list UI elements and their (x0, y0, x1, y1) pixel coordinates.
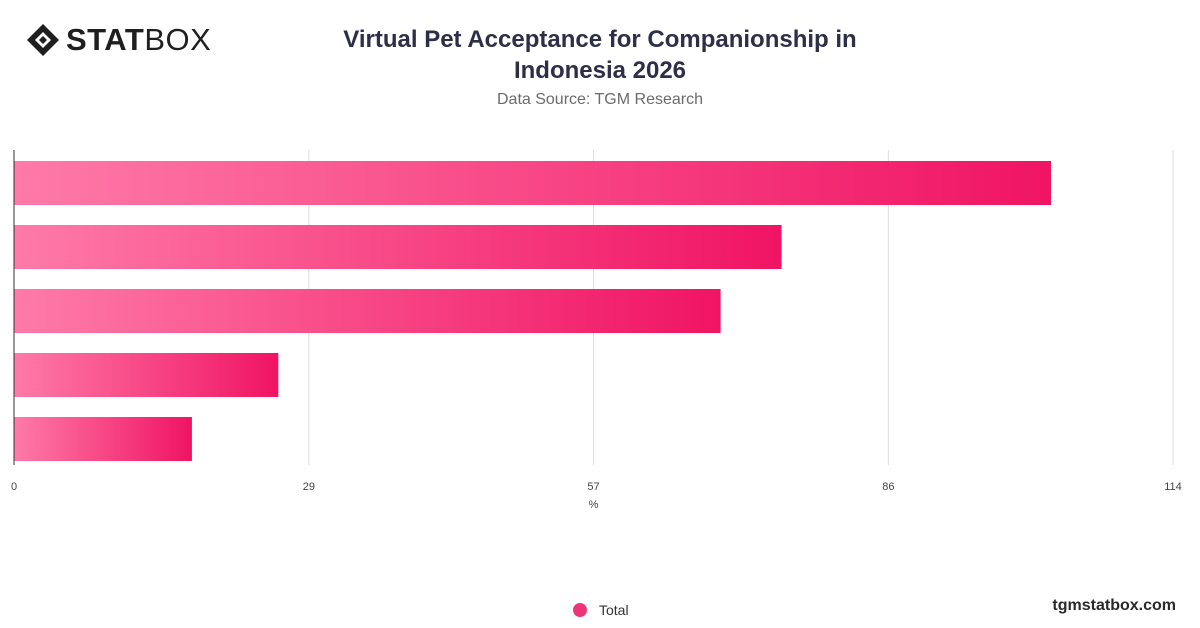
diamond-logo-icon (27, 24, 59, 56)
x-tick-label: 0 (11, 481, 17, 493)
chart-title-line-1: Virtual Pet Acceptance for Companionship… (343, 26, 857, 53)
site-url[interactable]: tgmstatbox.com (1052, 597, 1176, 614)
bars (14, 161, 1051, 461)
bar-chart: 0 29 57 86 114 % (11, 150, 1182, 511)
bar[interactable] (14, 417, 192, 461)
bar[interactable] (14, 161, 1051, 205)
data-source: Data Source: TGM Research (496, 91, 703, 108)
chart-title-line-2: Indonesia 2026 (513, 57, 687, 84)
x-axis-ticks: 0 29 57 86 114 (11, 481, 1182, 493)
logo-bold-text: STAT (66, 22, 145, 57)
legend-swatch-total (573, 603, 587, 617)
x-tick-label: 57 (587, 481, 599, 493)
logo-light-text: BOX (144, 22, 212, 57)
statbox-logo[interactable]: STATBOX (26, 22, 211, 58)
bar[interactable] (14, 353, 279, 397)
legend[interactable]: Total (573, 602, 629, 618)
x-axis-title: % (589, 499, 599, 511)
x-tick-label: 29 (303, 481, 315, 493)
bar[interactable] (14, 225, 782, 269)
chart-title: Virtual Pet Acceptance for Companionship… (300, 24, 900, 86)
legend-label-total: Total (599, 602, 629, 618)
logo-wordmark: STATBOX (66, 22, 211, 58)
x-tick-label: 114 (1164, 481, 1182, 493)
bar[interactable] (14, 289, 721, 333)
x-tick-label: 86 (882, 481, 894, 493)
